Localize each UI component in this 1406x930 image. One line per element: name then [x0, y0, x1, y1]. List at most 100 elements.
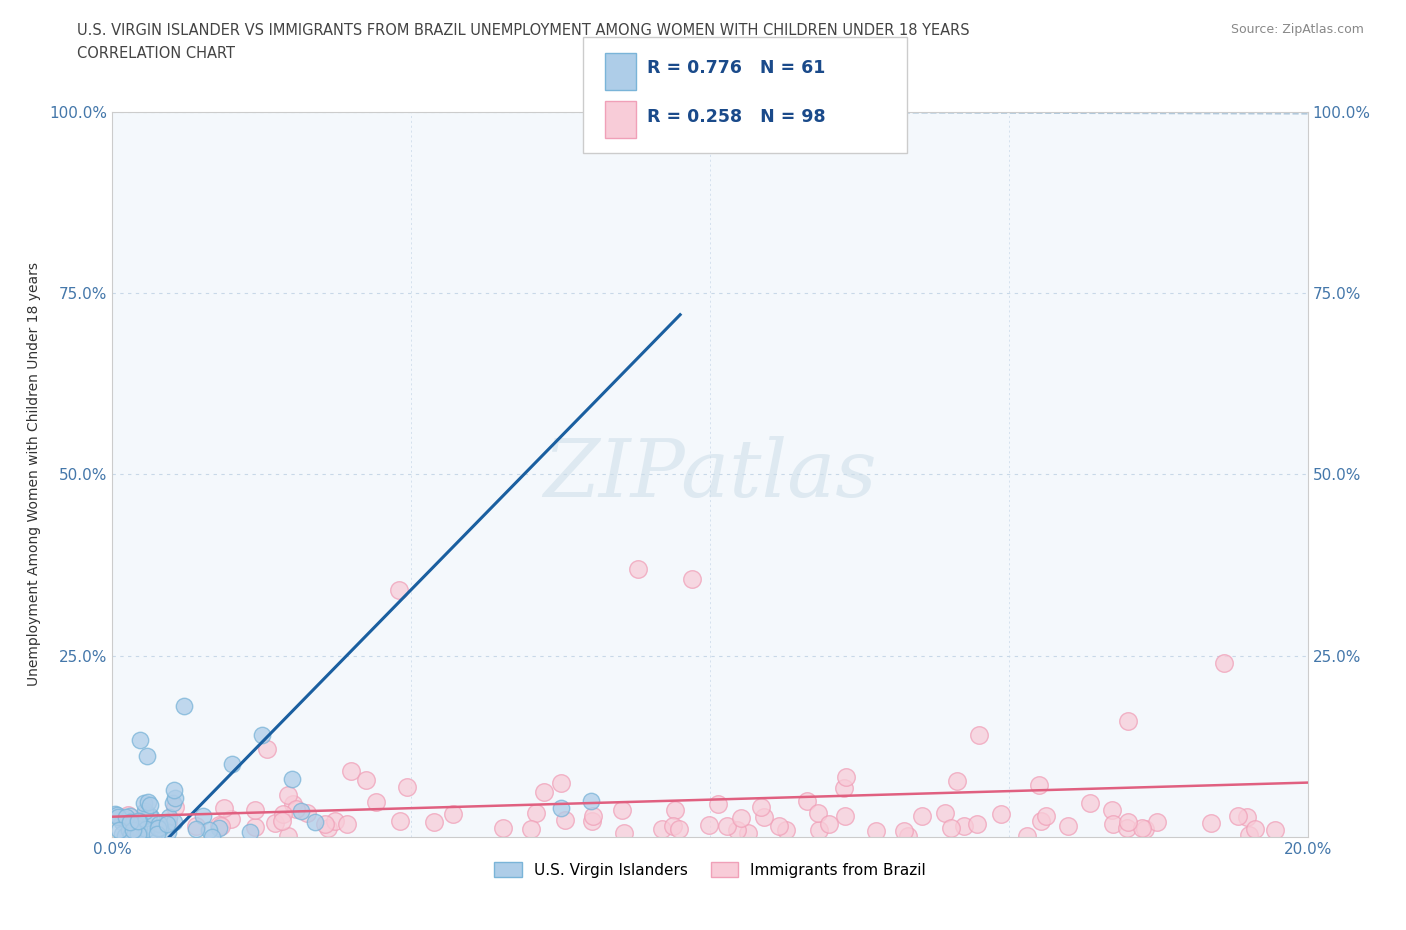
- Point: [156, 815, 179, 830]
- Point: [163, 790, 186, 805]
- Point: [136, 794, 159, 809]
- Point: [156, 825, 179, 840]
- Point: [388, 583, 411, 598]
- Point: [163, 782, 186, 797]
- Point: [128, 813, 150, 828]
- Point: [775, 823, 797, 838]
- Point: [297, 805, 319, 820]
- Point: [115, 810, 138, 825]
- Text: R = 0.258   N = 98: R = 0.258 N = 98: [647, 108, 825, 126]
- Point: [1101, 803, 1123, 817]
- Text: U.S. VIRGIN ISLANDER VS IMMIGRANTS FROM BRAZIL UNEMPLOYMENT AMONG WOMEN WITH CHI: U.S. VIRGIN ISLANDER VS IMMIGRANTS FROM …: [77, 23, 970, 38]
- Point: [163, 815, 186, 830]
- Point: [107, 810, 129, 825]
- Point: [221, 757, 243, 772]
- Point: [664, 803, 686, 817]
- Point: [953, 818, 976, 833]
- Point: [441, 806, 464, 821]
- Point: [1057, 818, 1080, 833]
- Point: [939, 821, 962, 836]
- Point: [314, 817, 336, 831]
- Point: [256, 741, 278, 756]
- Point: [162, 796, 184, 811]
- Point: [662, 818, 685, 833]
- Point: [725, 822, 748, 837]
- Legend: U.S. Virgin Islanders, Immigrants from Brazil: U.S. Virgin Islanders, Immigrants from B…: [488, 856, 932, 884]
- Point: [1028, 777, 1050, 792]
- Point: [277, 788, 299, 803]
- Point: [1135, 822, 1157, 837]
- Point: [146, 821, 169, 836]
- Point: [208, 820, 231, 835]
- Point: [651, 821, 673, 836]
- Point: [125, 814, 148, 829]
- Point: [122, 821, 145, 836]
- Point: [191, 808, 214, 823]
- Point: [121, 822, 143, 837]
- Point: [114, 812, 136, 827]
- Point: [250, 728, 273, 743]
- Point: [243, 803, 266, 817]
- Point: [865, 824, 887, 839]
- Point: [120, 814, 142, 829]
- Point: [1199, 816, 1222, 830]
- Point: [135, 822, 157, 837]
- Point: [610, 803, 633, 817]
- Point: [395, 780, 418, 795]
- Point: [186, 819, 208, 834]
- Point: [105, 807, 128, 822]
- Point: [946, 774, 969, 789]
- Point: [209, 819, 232, 834]
- Point: [138, 808, 160, 823]
- Point: [159, 809, 181, 824]
- Point: [263, 816, 285, 830]
- Point: [285, 802, 308, 817]
- Point: [716, 818, 738, 833]
- Point: [145, 826, 167, 841]
- Point: [134, 804, 156, 818]
- Point: [325, 814, 347, 829]
- Point: [1264, 822, 1286, 837]
- Point: [127, 814, 149, 829]
- Point: [128, 732, 150, 747]
- Point: [967, 728, 990, 743]
- Point: [197, 822, 219, 837]
- Point: [707, 796, 730, 811]
- Point: [554, 812, 576, 827]
- Point: [768, 818, 790, 833]
- Point: [135, 806, 157, 821]
- Point: [1243, 821, 1265, 836]
- Point: [1146, 815, 1168, 830]
- Point: [550, 801, 572, 816]
- Point: [118, 823, 141, 838]
- Point: [737, 825, 759, 840]
- Point: [138, 827, 160, 842]
- Point: [139, 809, 162, 824]
- Point: [304, 815, 326, 830]
- Text: CORRELATION CHART: CORRELATION CHART: [77, 46, 235, 61]
- Point: [318, 820, 340, 835]
- Text: Source: ZipAtlas.com: Source: ZipAtlas.com: [1230, 23, 1364, 36]
- Point: [524, 805, 547, 820]
- Point: [104, 806, 127, 821]
- Point: [893, 824, 915, 839]
- Point: [111, 815, 134, 830]
- Point: [579, 793, 602, 808]
- Point: [121, 828, 143, 843]
- Point: [336, 817, 359, 831]
- Point: [835, 769, 858, 784]
- Point: [139, 798, 162, 813]
- Y-axis label: Unemployment Among Women with Children Under 18 years: Unemployment Among Women with Children U…: [27, 262, 41, 686]
- Point: [1213, 656, 1236, 671]
- Point: [1239, 828, 1261, 843]
- Point: [834, 808, 856, 823]
- Point: [117, 814, 139, 829]
- Point: [990, 807, 1012, 822]
- Point: [1035, 808, 1057, 823]
- Point: [796, 793, 818, 808]
- Point: [1102, 817, 1125, 831]
- Point: [699, 817, 721, 832]
- Point: [550, 776, 572, 790]
- Point: [966, 817, 988, 831]
- Point: [1116, 815, 1139, 830]
